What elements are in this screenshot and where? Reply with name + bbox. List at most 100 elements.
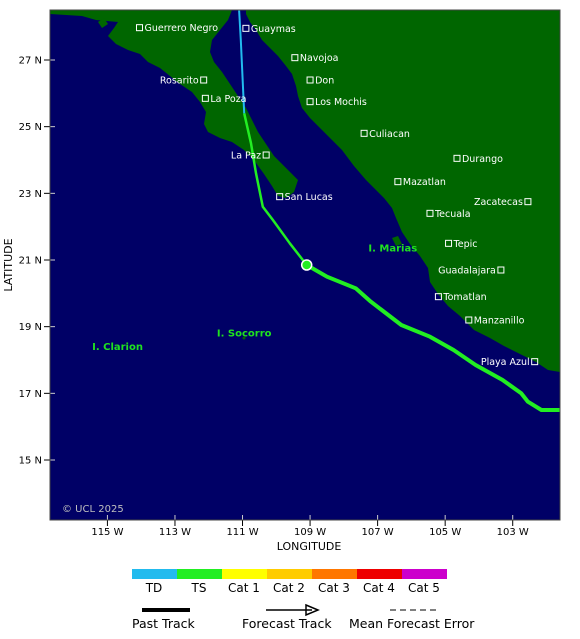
forecast-arrow-icon bbox=[305, 603, 320, 617]
legend-swatch-cat-3 bbox=[312, 569, 357, 579]
city-marker-icon bbox=[276, 193, 284, 201]
city-marker-icon bbox=[136, 24, 144, 32]
legend-label-cat-1: Cat 1 bbox=[228, 581, 260, 595]
city-label: Don bbox=[315, 76, 334, 87]
city-marker-icon bbox=[262, 151, 270, 159]
legend-label-cat-5: Cat 5 bbox=[408, 581, 440, 595]
city-label: Mazatlan bbox=[403, 177, 446, 188]
city-marker-icon bbox=[200, 76, 208, 84]
city-navojoa: Navojoa bbox=[291, 53, 339, 64]
city-marker-icon bbox=[524, 198, 532, 206]
land-islas-marias bbox=[392, 236, 402, 246]
city-tepic: Tepic bbox=[445, 239, 478, 250]
city-culiacan: Culiacan bbox=[360, 129, 410, 140]
x-tick-label: 103 W bbox=[497, 527, 529, 538]
city-label: Guadalajara bbox=[438, 266, 496, 277]
mean-error-label: Mean Forecast Error bbox=[349, 616, 475, 631]
city-tecuala: Tecuala bbox=[426, 209, 471, 220]
legend-label-ts: TS bbox=[191, 581, 207, 595]
city-don: Don bbox=[306, 76, 334, 87]
legend-label-cat-4: Cat 4 bbox=[363, 581, 395, 595]
legend-label-td: TD bbox=[145, 581, 163, 595]
city-marker-icon bbox=[434, 293, 442, 301]
city-marker-icon bbox=[242, 24, 250, 32]
city-mazatlan: Mazatlan bbox=[394, 177, 446, 188]
y-tick-label: 17 N bbox=[19, 389, 42, 400]
city-label: Culiacan bbox=[369, 129, 410, 140]
city-label: Guerrero Negro bbox=[145, 23, 219, 34]
city-marker-icon bbox=[360, 129, 368, 137]
city-la-paz: La Paz bbox=[231, 151, 270, 162]
legend-swatch-cat-5 bbox=[402, 569, 447, 579]
y-tick-label: 15 N bbox=[19, 456, 42, 467]
island-label: I. Marias bbox=[368, 244, 417, 255]
city-tomatlan: Tomatlan bbox=[434, 292, 487, 303]
city-zacatecas: Zacatecas bbox=[474, 197, 532, 208]
x-tick-label: 111 W bbox=[226, 527, 258, 538]
city-marker-icon bbox=[306, 98, 314, 106]
city-la-poza: La Poza bbox=[201, 94, 247, 105]
islands-layer: I. Marias I. Socorro I. Clarion bbox=[92, 244, 417, 353]
y-tick-label: 23 N bbox=[19, 189, 42, 200]
city-durango: Durango bbox=[453, 154, 503, 165]
island-label: I. Clarion bbox=[92, 342, 143, 353]
city-marker-icon bbox=[453, 154, 461, 162]
city-label: Navojoa bbox=[300, 53, 339, 64]
legend-swatch-ts bbox=[177, 569, 222, 579]
cities-layer: Guerrero Negro Guaymas Navojoa Rosarito Don L… bbox=[136, 23, 539, 368]
y-tick-label: 25 N bbox=[19, 122, 42, 133]
copyright-text: © UCL 2025 bbox=[62, 504, 124, 515]
city-label: Tomatlan bbox=[442, 292, 486, 303]
city-label: La Poza bbox=[210, 94, 246, 105]
land-island-tiburon bbox=[188, 40, 204, 54]
y-tick-label: 21 N bbox=[19, 256, 42, 267]
city-marker-icon bbox=[531, 358, 539, 366]
city-label: Tepic bbox=[453, 239, 478, 250]
x-tick-label: 107 W bbox=[362, 527, 394, 538]
legend-swatch-td bbox=[132, 569, 177, 579]
city-guadalajara: Guadalajara bbox=[438, 266, 505, 277]
plot-frame bbox=[49, 9, 561, 521]
city-marker-icon bbox=[201, 94, 209, 102]
city-marker-icon bbox=[497, 266, 505, 274]
city-label: Guaymas bbox=[251, 24, 296, 35]
city-label: Durango bbox=[462, 154, 503, 165]
legend-label-cat-3: Cat 3 bbox=[318, 581, 350, 595]
land-island-cedros bbox=[98, 18, 108, 28]
city-marker-icon bbox=[394, 178, 402, 186]
city-marker-icon bbox=[445, 239, 453, 247]
forecast-track-td-line bbox=[238, 10, 246, 114]
city-marker-icon bbox=[291, 54, 299, 62]
city-playa-azul: Playa Azul bbox=[481, 357, 539, 368]
y-tick-label: 27 N bbox=[19, 56, 42, 67]
x-tick-label: 115 W bbox=[91, 527, 123, 538]
forecast-track-label: Forecast Track bbox=[242, 616, 332, 631]
city-label: Tecuala bbox=[434, 209, 471, 220]
land-baja-california bbox=[50, 10, 298, 198]
city-label: Playa Azul bbox=[481, 357, 530, 368]
x-tick-label: 109 W bbox=[294, 527, 326, 538]
y-tick-label: 19 N bbox=[19, 322, 42, 333]
x-tick-label: 105 W bbox=[429, 527, 461, 538]
city-label: Manzanillo bbox=[474, 316, 525, 327]
past-track-label: Past Track bbox=[132, 616, 195, 631]
legend-swatch-cat-1 bbox=[222, 569, 267, 579]
city-manzanillo: Manzanillo bbox=[465, 316, 525, 327]
city-label: La Paz bbox=[231, 151, 261, 162]
legend-category-bar bbox=[132, 569, 447, 579]
axis-ticks: 115 W 113 W 111 W 109 W 107 W 105 W 103 W 27 N 2… bbox=[19, 56, 529, 539]
city-marker-icon bbox=[426, 209, 434, 217]
city-label: San Lucas bbox=[285, 192, 333, 203]
island-label: I. Socorro bbox=[217, 329, 272, 340]
past-track-line bbox=[304, 263, 560, 412]
city-marker-icon bbox=[465, 316, 473, 324]
city-san-lucas: San Lucas bbox=[276, 192, 333, 203]
land-layer bbox=[50, 10, 560, 372]
city-guerrero-negro: Guerrero Negro bbox=[136, 23, 219, 34]
track-layer bbox=[238, 10, 560, 412]
legend-label-cat-2: Cat 2 bbox=[273, 581, 305, 595]
y-axis-title: LATITUDE bbox=[2, 238, 15, 291]
city-rosarito: Rosarito bbox=[160, 76, 208, 87]
city-marker-icon bbox=[306, 76, 314, 84]
